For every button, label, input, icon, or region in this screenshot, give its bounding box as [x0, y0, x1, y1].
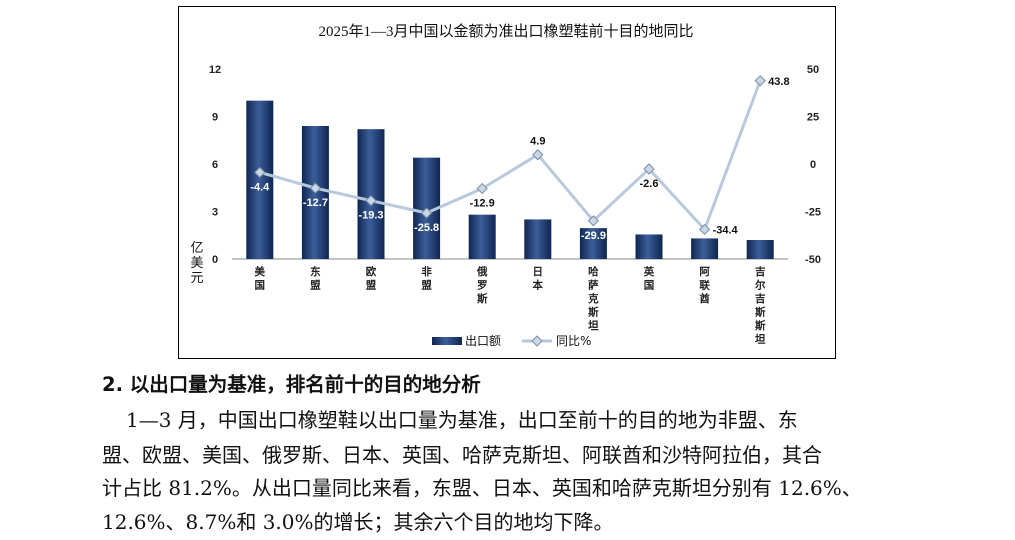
category-label: 萨 [588, 279, 599, 292]
section-heading: 2. 以出口量为基准，排名前十的目的地分析 [102, 373, 481, 396]
bar [746, 240, 774, 259]
bar [691, 238, 719, 259]
category-label: 斯 [755, 306, 766, 319]
chart-frame [178, 6, 836, 359]
bar [579, 228, 607, 259]
bar [635, 234, 663, 259]
paragraph-line: 盟、欧盟、美国、俄罗斯、日本、英国、哈萨克斯坦、阿联酋和沙特阿拉伯，其合 [102, 443, 822, 467]
line-point [476, 182, 488, 195]
y-left-tick-label: 12 [209, 64, 221, 76]
data-label: -34.4 [713, 224, 739, 236]
category-label: 哈 [588, 265, 599, 278]
line-point [420, 207, 433, 219]
bar [468, 214, 496, 259]
category-label: 非 [421, 265, 432, 278]
data-label: 4.9 [530, 136, 545, 148]
paragraph-line: 1—3 月，中国出口橡塑鞋以出口量为基准，出口至前十的目的地为非盟、东 [126, 408, 798, 432]
y-left-tick-label: 9 [212, 112, 218, 124]
category-label: 联 [699, 279, 710, 292]
data-label: -29.9 [581, 230, 606, 242]
category-label: 国 [644, 280, 655, 292]
category-label: 斯 [755, 319, 766, 332]
y-right-tick-label: -50 [805, 254, 821, 266]
bar [246, 100, 274, 260]
line-point [309, 182, 322, 194]
data-label: -19.3 [358, 210, 383, 222]
paragraph-line: 12.6%、8.7%和 3.0%的增长；其余六个目的地均下降。 [102, 510, 614, 534]
category-label: 吉 [755, 292, 766, 305]
category-label: 阿 [699, 266, 710, 278]
data-label: -4.4 [250, 181, 270, 193]
category-label: 斯 [588, 306, 599, 319]
bar [357, 129, 385, 259]
category-label: 欧 [366, 265, 377, 278]
category-label: 罗 [477, 280, 488, 292]
category-label: 坦 [588, 319, 599, 332]
line-point [254, 166, 266, 179]
data-label: -25.8 [414, 222, 439, 234]
category-label: 吉 [755, 265, 766, 278]
line-point [698, 223, 711, 236]
legend-label: 同比% [556, 334, 591, 348]
y-right-tick-label: 25 [807, 112, 819, 124]
line-path [259, 80, 762, 231]
bar-series [246, 100, 774, 260]
category-label: 英 [643, 265, 655, 278]
y-left-axis-label: 元 [190, 271, 203, 286]
bar [524, 219, 552, 259]
category-label: 日 [533, 266, 544, 278]
y-left-tick-label: 0 [212, 254, 218, 266]
data-label: -2.6 [640, 178, 659, 190]
category-label: 坦 [755, 333, 766, 346]
line-point [365, 195, 377, 207]
y-right-tick-label: 50 [807, 64, 819, 76]
y-right-tick-label: 0 [810, 159, 816, 171]
y-right-tick-label: -25 [805, 207, 821, 219]
category-label: 尔 [754, 279, 766, 292]
chart-legend: 出口额 同比% [432, 334, 591, 348]
category-label: 国 [255, 280, 266, 292]
category-label: 斯 [477, 292, 488, 305]
paragraph-line: 计占比 81.2%。从出口量同比来看，东盟、日本、英国和哈萨克斯坦分别有 12.… [102, 476, 862, 500]
category-label: 盟 [366, 280, 377, 292]
line-point [754, 75, 766, 87]
category-label: 盟 [310, 280, 321, 292]
line-point [587, 215, 600, 227]
category-label: 东 [310, 265, 321, 278]
legend-label: 出口额 [465, 334, 501, 348]
category-label: 酋 [699, 292, 710, 305]
chart: 2025年1—3月中国以金额为准出口橡塑鞋前十目的地同比 0 3 6 9 12 -50 -2… [190, 23, 821, 348]
line-series: -4.4 -12.7 -19.3 -25.8 -12.9 4.9 -29.9 -2.6 -34.… [250, 75, 790, 242]
y-left-tick-label: 6 [212, 159, 218, 171]
category-label: 美 [255, 265, 266, 278]
legend-swatch-bar [432, 337, 462, 345]
y-left-tick-label: 3 [212, 207, 218, 219]
line-point [643, 163, 655, 175]
category-label: 盟 [421, 280, 432, 292]
data-label: 43.8 [768, 76, 789, 88]
data-label: -12.9 [470, 198, 495, 210]
y-left-axis-label: 美 [190, 256, 203, 271]
line-point [532, 149, 544, 161]
legend-marker [531, 335, 543, 347]
category-label: 克 [588, 292, 599, 305]
category-label: 俄 [476, 265, 488, 278]
chart-title: 2025年1—3月中国以金额为准出口橡塑鞋前十目的地同比 [318, 23, 693, 40]
y-left-axis-label: 亿 [190, 241, 203, 256]
data-label: -12.7 [303, 197, 328, 209]
category-label: 本 [533, 279, 544, 292]
